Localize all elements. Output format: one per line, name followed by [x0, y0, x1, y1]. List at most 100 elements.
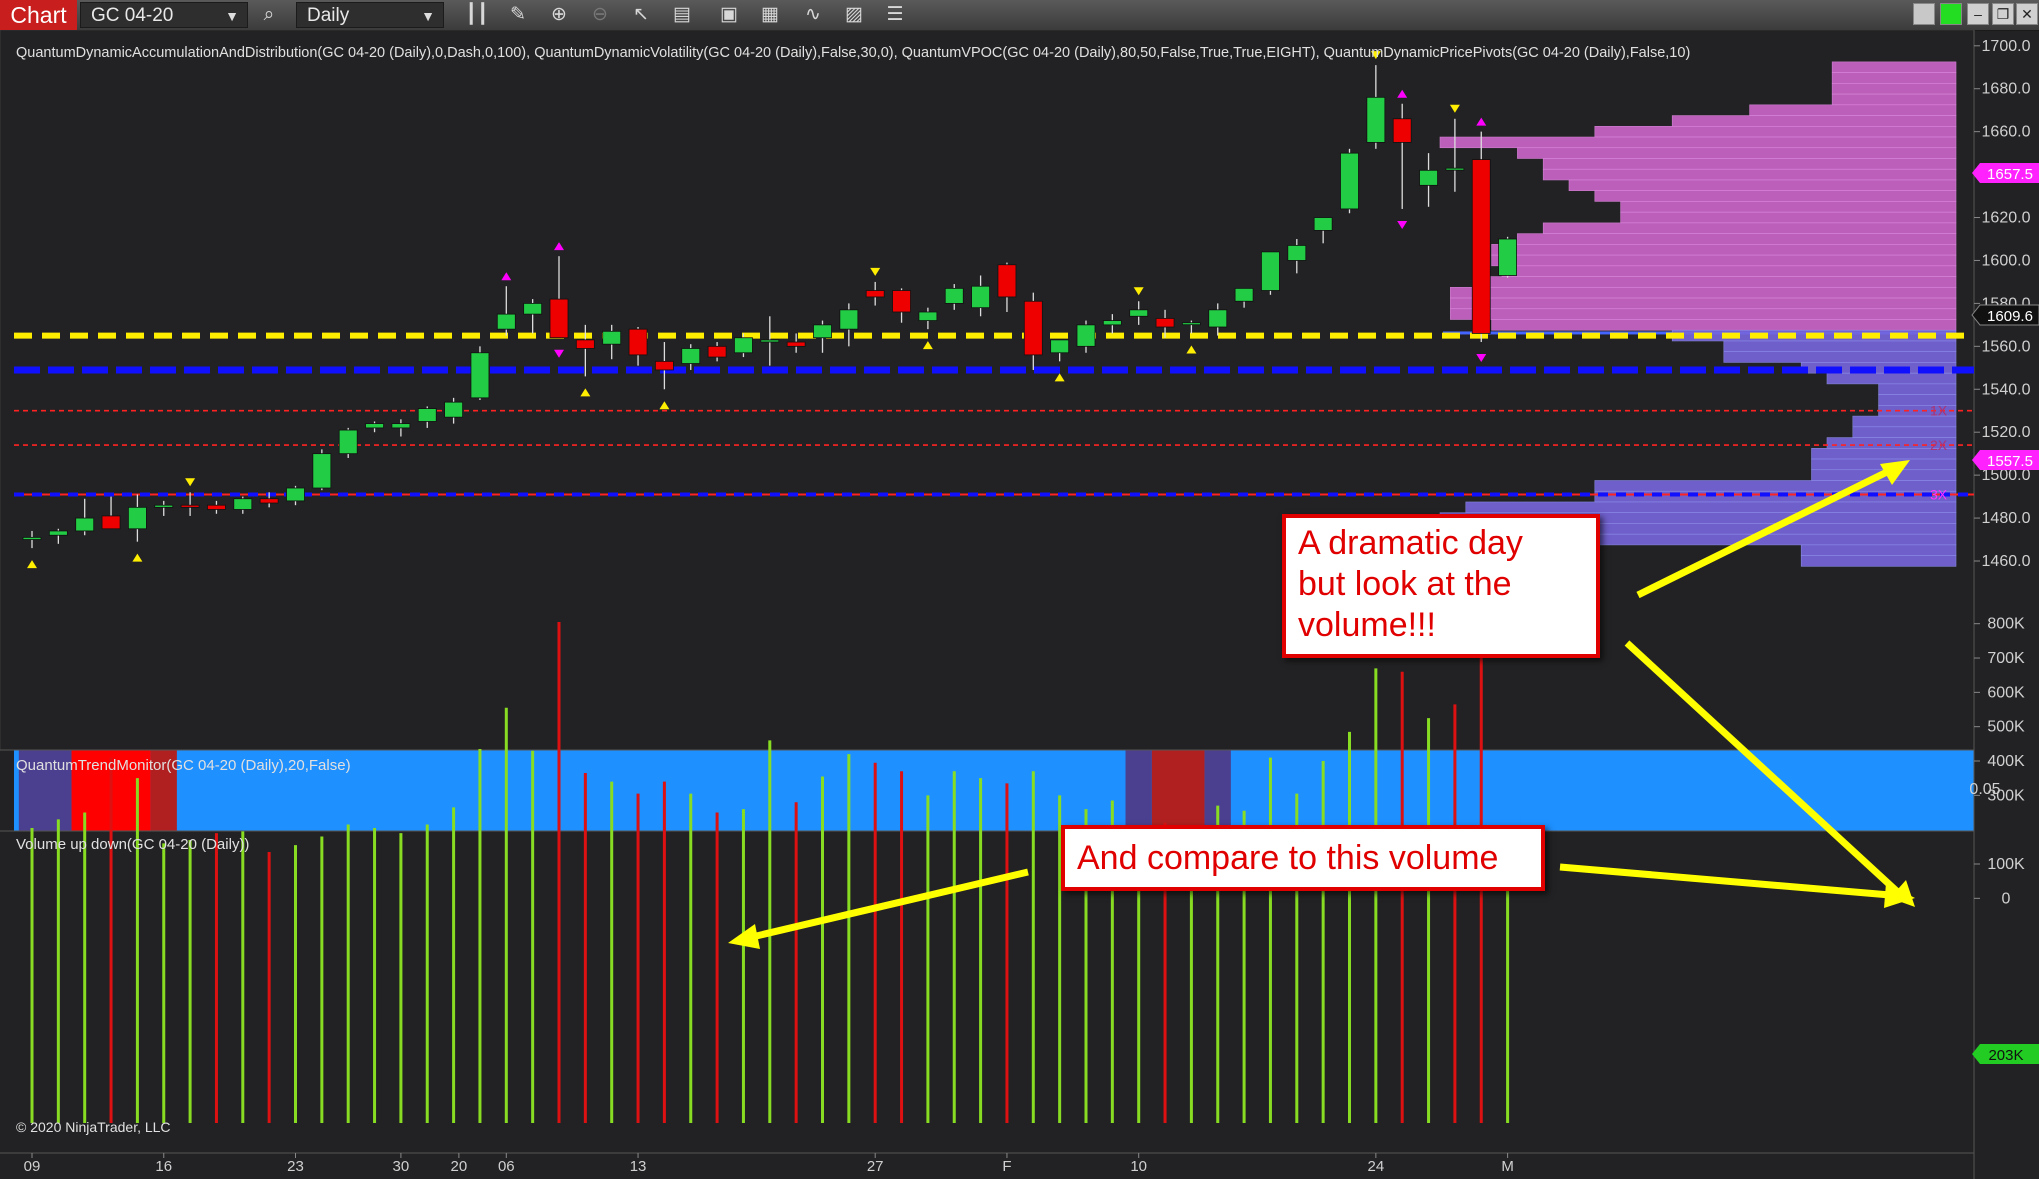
- pivot-marker-icon: [1186, 345, 1197, 354]
- trend-segment: [176, 750, 1126, 831]
- data-box-icon[interactable]: ▤: [673, 4, 691, 25]
- vpoc-bar: [1480, 276, 1957, 288]
- price-badge-last-text: 1609.6: [1987, 308, 2033, 325]
- arrow-to-last-volume: [1624, 640, 1905, 899]
- vpoc-bar: [1491, 254, 1957, 267]
- instrument-selector[interactable]: GC 04-20 ▼: [80, 2, 248, 28]
- vpoc-bar: [1831, 72, 1957, 84]
- candle-body: [1392, 118, 1412, 143]
- pointer-icon[interactable]: ↖: [633, 4, 649, 25]
- vpoc-bar: [1620, 211, 1957, 224]
- vpoc-bar: [1491, 244, 1957, 256]
- vpoc-bar: [1450, 308, 1957, 320]
- panel-dividers: [0, 30, 1975, 1179]
- timeframe-selector[interactable]: Daily ▼: [296, 2, 444, 28]
- vpoc-volume-profile: [1439, 61, 1957, 567]
- candle-body: [101, 515, 121, 530]
- vpoc-bar: [1723, 340, 1957, 352]
- vpoc-bar: [1542, 168, 1957, 181]
- candle-body: [865, 290, 885, 298]
- indicators-icon[interactable]: ∿: [805, 4, 821, 25]
- candle-body: [48, 530, 68, 536]
- vpoc-bar: [1878, 383, 1957, 395]
- candle-body: [681, 348, 701, 364]
- zoom-in-icon[interactable]: ⊕: [551, 4, 567, 25]
- volume-tick-label: 500K: [1987, 719, 2025, 736]
- candle-body: [338, 429, 358, 455]
- vpoc-bar: [1450, 297, 1957, 310]
- search-icon[interactable]: ⌕: [263, 4, 275, 25]
- pivot-marker-icon: [27, 560, 37, 569]
- window-mode-green-icon[interactable]: [1940, 3, 1962, 25]
- candle-body: [655, 360, 674, 371]
- candle-body: [127, 506, 147, 530]
- date-tick-label: 13: [630, 1158, 647, 1175]
- candle-body: [997, 264, 1017, 298]
- candle-body: [1287, 245, 1307, 261]
- vpoc-bar: [1517, 233, 1957, 245]
- bar-type-icon[interactable]: ┃┃: [465, 4, 489, 25]
- candle-body: [496, 313, 516, 330]
- date-tick-label: 09: [24, 1158, 41, 1175]
- list-icon[interactable]: ☰: [886, 4, 904, 25]
- price-tick-label: 1600.0: [1982, 252, 2031, 269]
- volume-tick-label: 300K: [1987, 787, 2025, 804]
- candle-body: [1471, 159, 1491, 334]
- candle-body: [312, 453, 332, 489]
- minimize-icon[interactable]: –: [1967, 3, 1989, 25]
- candle-body: [1340, 152, 1359, 210]
- date-tick-label: 16: [155, 1158, 172, 1175]
- pivot-marker-icon: [1370, 51, 1381, 60]
- vpoc-bar: [1594, 480, 1957, 492]
- notes-icon[interactable]: ▨: [845, 4, 863, 25]
- vpoc-bar: [1671, 115, 1957, 127]
- candle-body: [391, 423, 411, 429]
- price-badge-lower: 1557.5: [1972, 450, 2039, 470]
- pivot-marker-icon: [554, 242, 564, 251]
- pivot-marker-icon: [1476, 354, 1487, 363]
- copyright-text: © 2020 NinjaTrader, LLC: [16, 1119, 171, 1135]
- pivot-marker-icon: [580, 388, 591, 397]
- arrowhead-icon: [1880, 460, 1910, 485]
- price-tick-label: 1620.0: [1982, 210, 2031, 227]
- candle-body: [1261, 251, 1280, 291]
- candle-body: [1023, 300, 1043, 356]
- trend-segment: [18, 750, 72, 831]
- candle-body: [1366, 96, 1386, 143]
- candle-body: [523, 302, 543, 315]
- volume-badge-last-text: 203K: [1988, 1047, 2023, 1064]
- price-pivots: [27, 51, 1487, 569]
- zoom-out-icon[interactable]: ⊖: [592, 4, 608, 25]
- candle-body: [549, 298, 569, 339]
- candle-body: [154, 504, 174, 508]
- date-tick-label: 24: [1368, 1158, 1385, 1175]
- restore-icon[interactable]: ❐: [1992, 3, 2014, 25]
- candle-body: [207, 504, 226, 510]
- pivot-marker-icon: [1397, 89, 1408, 98]
- candle-body: [1208, 309, 1228, 328]
- volume-header: Volume up down(GC 04-20 (Daily)): [16, 836, 249, 853]
- vpoc-bar: [1749, 104, 1957, 116]
- date-tick-label: M: [1501, 1158, 1514, 1175]
- close-icon[interactable]: ✕: [2016, 3, 2038, 25]
- candle-body: [1182, 322, 1201, 326]
- pivot-marker-icon: [922, 341, 933, 350]
- strategies-icon[interactable]: ▦: [761, 4, 779, 25]
- window-mode-gray-icon[interactable]: [1913, 3, 1935, 25]
- candle-body: [365, 423, 384, 429]
- properties-icon[interactable]: ▣: [720, 4, 738, 25]
- candle-body: [760, 339, 780, 343]
- chart-tab[interactable]: Chart: [0, 0, 77, 30]
- arrow-to-big-candle: [1636, 464, 1897, 599]
- draw-pen-icon[interactable]: ✎: [510, 4, 526, 25]
- instrument-value: GC 04-20: [91, 5, 174, 26]
- level-label: 3X: [1930, 486, 1948, 502]
- vpoc-bar: [1800, 544, 1957, 556]
- chart-toolbar: Chart GC 04-20 ▼ ⌕ Daily ▼ ┃┃ ✎ ⊕ ⊖ ↖ ▤ …: [0, 0, 2039, 31]
- candle-body: [286, 487, 305, 502]
- candle-body: [918, 311, 938, 321]
- vpoc-bar: [1594, 490, 1957, 503]
- vpoc-bar: [1826, 372, 1957, 385]
